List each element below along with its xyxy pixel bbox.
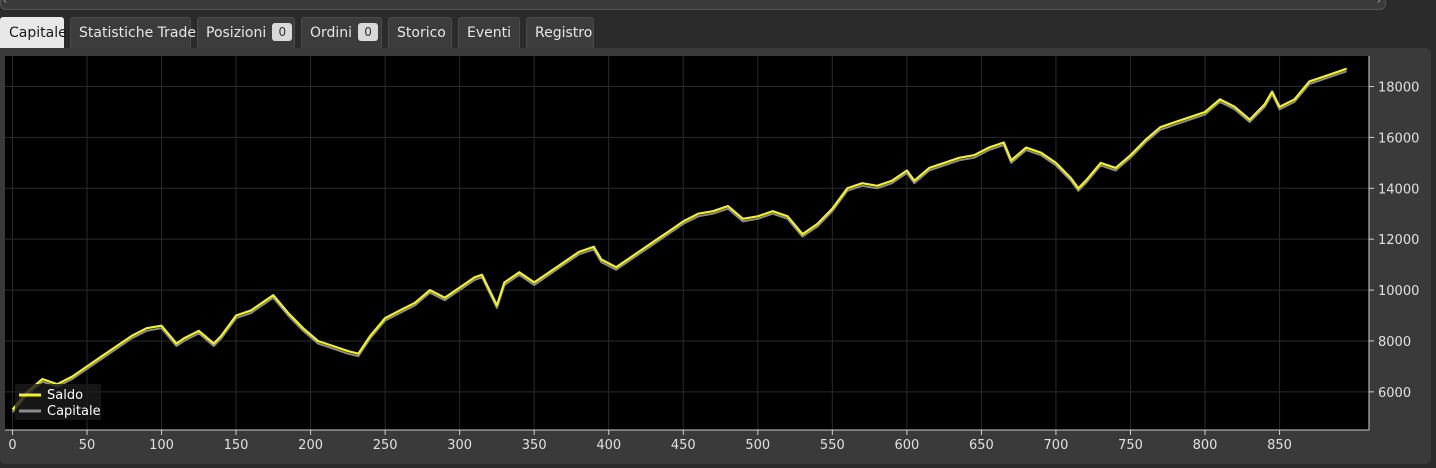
x-tick-label: 100 (149, 438, 174, 453)
tab-bar: Capitale Statistiche Trade Posizioni 0 Or… (0, 17, 1436, 48)
y-tick-label: 14000 (1378, 182, 1419, 197)
series-line-capitale (11, 70, 1347, 413)
tab-label: Storico (397, 25, 446, 41)
posizioni-count-badge: 0 (272, 23, 293, 41)
y-tick-label: 18000 (1378, 81, 1419, 96)
x-tick-label: 750 (1118, 438, 1143, 453)
x-tick-label: 400 (596, 438, 621, 453)
x-tick-label: 850 (1267, 438, 1292, 453)
x-tick-label: 250 (373, 438, 398, 453)
tab-label: Ordini (310, 25, 353, 41)
x-tick-label: 350 (522, 438, 547, 453)
tab-label: Posizioni (206, 25, 267, 41)
chevron-left-icon[interactable]: ‹ (3, 0, 8, 7)
tab-ordini[interactable]: Ordini 0 (301, 17, 382, 48)
x-tick-label: 200 (298, 438, 323, 453)
x-tick-label: 300 (447, 438, 472, 453)
legend-label-saldo: Saldo (47, 388, 83, 403)
tab-label: Capitale (9, 25, 67, 41)
x-tick-label: 650 (969, 438, 994, 453)
legend-label-capitale: Capitale (47, 404, 101, 419)
y-tick-label: 8000 (1378, 335, 1411, 350)
x-tick-label: 550 (820, 438, 845, 453)
x-tick-label: 500 (745, 438, 770, 453)
chevron-right-icon[interactable]: › (1376, 0, 1381, 7)
y-tick-label: 16000 (1378, 131, 1419, 146)
plot-area (5, 56, 1369, 430)
tab-eventi[interactable]: Eventi (458, 17, 520, 48)
tab-label: Registro (535, 25, 593, 41)
tab-label: Eventi (467, 25, 511, 41)
ordini-count-badge: 0 (358, 23, 379, 41)
x-tick-label: 800 (1193, 438, 1218, 453)
tab-posizioni[interactable]: Posizioni 0 (197, 17, 295, 48)
equity-chart-panel: 0 50 100 150 200 250 300 350 400 450 500 550 600 650 7… (0, 48, 1431, 464)
top-strip: ‹ › (0, 0, 1436, 14)
x-tick-label: 600 (894, 438, 919, 453)
x-tick-label: 150 (224, 438, 249, 453)
equity-chart: 0 50 100 150 200 250 300 350 400 450 500 550 600 650 7… (5, 56, 1419, 453)
horizontal-scrollbar[interactable]: ‹ › (0, 0, 1386, 10)
x-tick-label: 700 (1044, 438, 1069, 453)
tab-storico[interactable]: Storico (388, 17, 452, 48)
legend-box (15, 384, 101, 420)
x-tick-label: 50 (79, 438, 96, 453)
tab-registro[interactable]: Registro (526, 17, 594, 48)
tab-statistiche-trade[interactable]: Statistiche Trade (70, 17, 196, 48)
series-line-saldo (11, 67, 1347, 411)
tab-capitale[interactable]: Capitale (0, 17, 67, 48)
x-tick-label: 450 (671, 438, 696, 453)
y-tick-label: 10000 (1378, 284, 1419, 299)
y-tick-label: 6000 (1378, 386, 1411, 401)
tab-label: Statistiche Trade (79, 25, 196, 41)
y-tick-label: 12000 (1378, 233, 1419, 248)
x-tick-label: 0 (8, 438, 16, 453)
